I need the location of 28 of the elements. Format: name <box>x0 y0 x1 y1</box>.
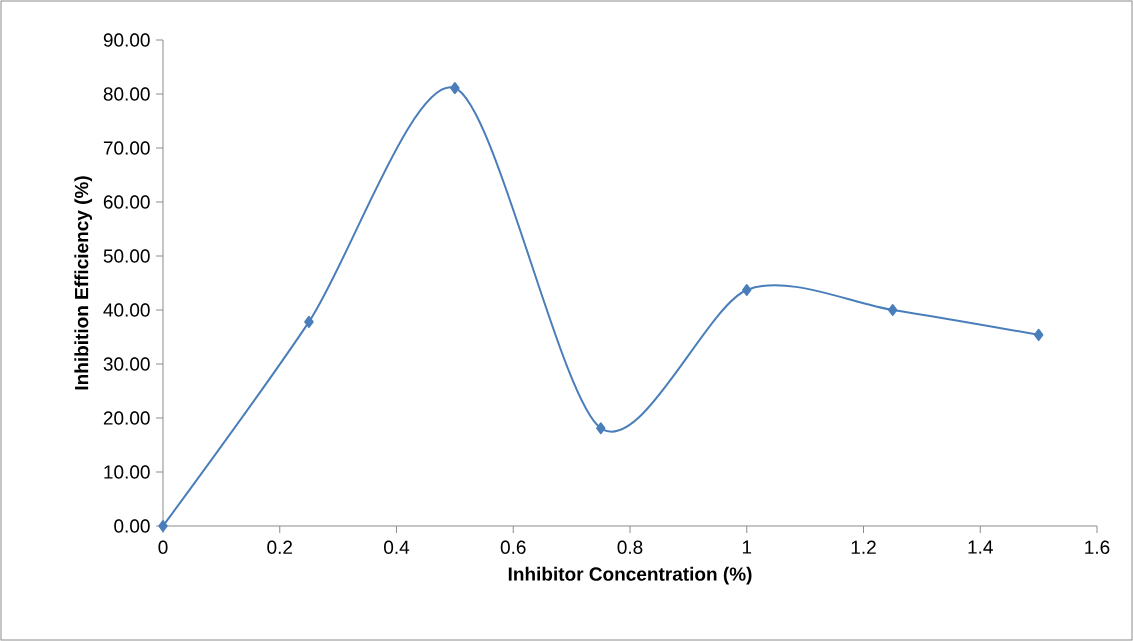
point <box>1033 328 1044 341</box>
x-tick-label: 0.8 <box>617 540 643 554</box>
y-tick-label: 40.00 <box>103 303 150 317</box>
point <box>887 304 898 316</box>
y-tick-label: 80.00 <box>103 87 150 101</box>
x-tick-label: 1 <box>742 540 752 554</box>
y-tick-label: 10.00 <box>104 465 150 479</box>
point <box>450 82 460 95</box>
point <box>742 284 752 297</box>
y-tick-label: 90.00 <box>103 33 150 47</box>
point <box>596 422 606 435</box>
y-tick-label: 70.00 <box>103 141 150 155</box>
x-tick-label: 1.4 <box>968 540 993 554</box>
y-tick-label: 20.00 <box>103 411 150 425</box>
x-tick-label: 0.4 <box>384 540 410 554</box>
point <box>304 315 314 328</box>
x-tick-label: 0.6 <box>500 540 526 554</box>
y-axis-title: Inhibition Efficiency (%) <box>74 176 93 390</box>
y-tick-label: 0.00 <box>114 519 150 533</box>
x-tick-label: 1.2 <box>851 540 876 554</box>
x-tick-label: 0 <box>158 540 168 554</box>
x-tick-label: 0.2 <box>267 540 293 554</box>
y-tick-label: 60.00 <box>103 195 150 209</box>
x-tick-label: 1.6 <box>1085 540 1110 554</box>
y-tick-label: 50.00 <box>103 249 150 263</box>
point <box>158 520 168 532</box>
y-tick-label: 30.00 <box>103 357 150 371</box>
x-axis-title: Inhibitor Concentration (%) <box>508 566 752 585</box>
